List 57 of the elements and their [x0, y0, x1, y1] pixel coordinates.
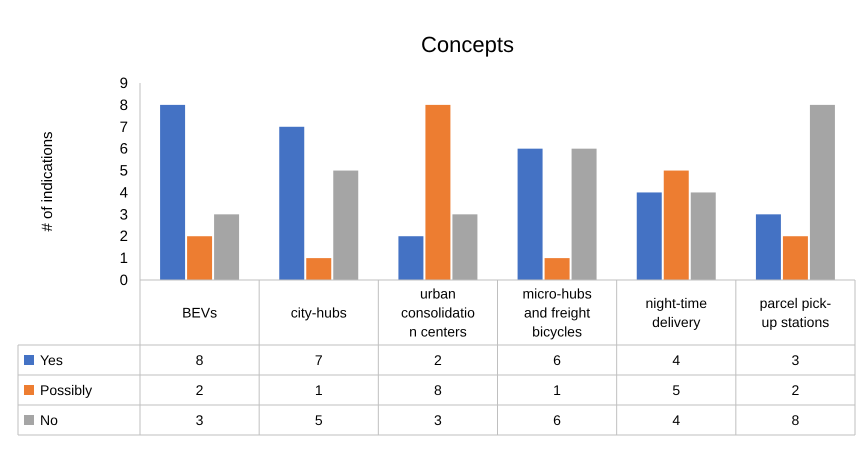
data-label: 8: [792, 412, 800, 428]
data-label: 1: [553, 382, 562, 398]
data-label: 8: [196, 352, 204, 368]
bar: [544, 258, 570, 280]
y-tick-label: 3: [120, 206, 128, 224]
bar: [636, 192, 662, 280]
y-tick-label: 1: [120, 250, 128, 268]
bar: [425, 104, 450, 280]
data-label: 4: [672, 412, 680, 428]
bar: [187, 236, 212, 280]
data-label: 6: [553, 352, 562, 368]
legend-label: No: [40, 412, 58, 428]
bar: [398, 236, 424, 280]
x-tick-label: BEVs: [182, 304, 218, 320]
bar: [572, 148, 597, 280]
data-label: 1: [314, 382, 323, 398]
chart-title: Concepts: [421, 32, 514, 57]
x-tick-label: night-time delivery: [646, 295, 708, 330]
bar: [810, 104, 835, 280]
y-tick-label: 5: [120, 162, 128, 180]
y-tick-label: 9: [120, 75, 128, 92]
data-label: 7: [314, 352, 323, 368]
data-label: 5: [314, 412, 323, 428]
bar: [690, 192, 716, 280]
bar: [518, 148, 543, 280]
x-tick-label: parcel pick-up stations: [760, 295, 832, 330]
data-label: 5: [672, 382, 680, 398]
y-axis-title: # of indications: [39, 131, 56, 232]
y-tick-label: 2: [120, 228, 128, 246]
data-label: 4: [672, 352, 680, 368]
legend-label: Possibly: [40, 382, 92, 398]
y-tick-label: 4: [120, 184, 128, 202]
y-tick-label: 0: [120, 272, 128, 289]
bar: [279, 126, 304, 280]
data-label: 2: [196, 382, 204, 398]
bar: [452, 214, 478, 280]
x-tick-label: city-hubs: [290, 304, 347, 320]
y-tick-label: 7: [120, 118, 128, 136]
bar: [333, 170, 358, 280]
data-label: 3: [434, 412, 442, 428]
bar: [664, 170, 689, 280]
legend-label: Yes: [40, 352, 63, 368]
bar: [306, 258, 332, 280]
bar: [214, 214, 240, 280]
y-tick-label: 6: [120, 140, 128, 158]
bar: [782, 236, 808, 280]
x-tick-label: micro-hubs and freight bicycles: [522, 286, 592, 340]
data-label: 8: [434, 382, 442, 398]
bar: [756, 214, 781, 280]
data-label: 2: [434, 352, 442, 368]
y-tick-label: 8: [120, 96, 128, 114]
data-label: 6: [553, 412, 562, 428]
data-label: 3: [196, 412, 204, 428]
x-tick-label: urban consolidation centers: [400, 286, 476, 340]
bar: [160, 104, 186, 280]
data-label: 3: [792, 352, 800, 368]
data-label: 2: [792, 382, 800, 398]
